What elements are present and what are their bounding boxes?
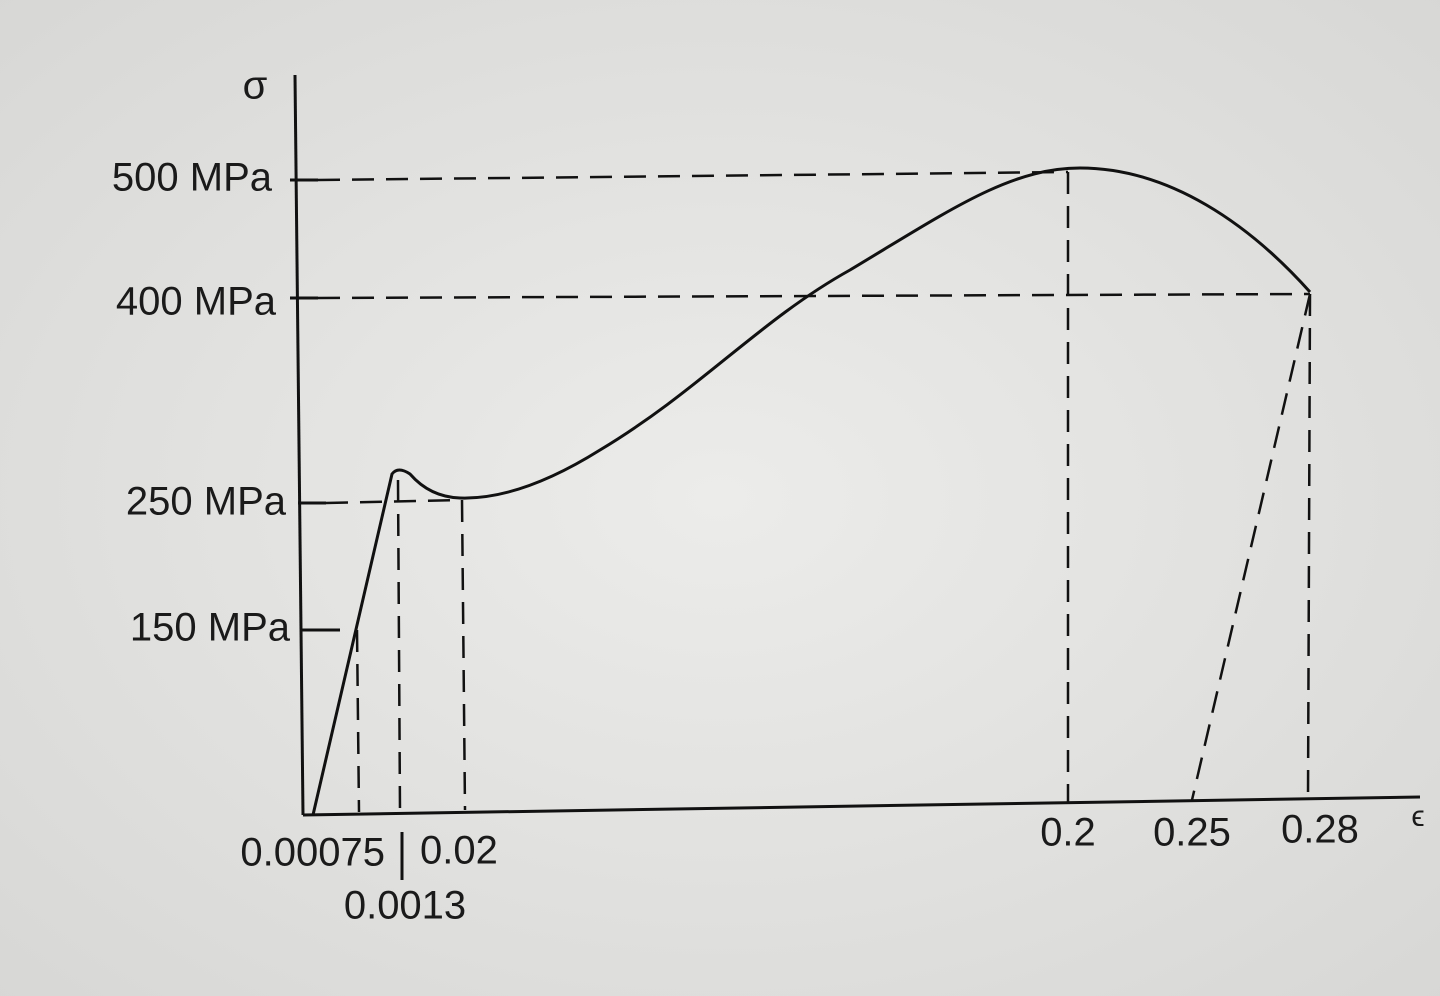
x-label: 0.02 (420, 829, 498, 873)
guide-line (325, 498, 461, 505)
y-label: 400 MPa (116, 280, 277, 324)
x-label: 0.00075 (240, 831, 385, 875)
unloading-line (1190, 293, 1312, 801)
x-label: 0.28 (1281, 808, 1359, 852)
y-label: 250 MPa (126, 480, 287, 524)
y-axis (293, 74, 305, 816)
x-label: 0.25 (1153, 811, 1231, 855)
x-axis-label: ϵ (1411, 800, 1424, 833)
y-axis-label: σ (243, 64, 268, 108)
y-label: 150 MPa (130, 606, 291, 650)
x-axis (302, 795, 1421, 817)
x-label: 0.0013 (344, 884, 466, 928)
guide-line (396, 479, 402, 813)
y-label: 500 MPa (112, 156, 273, 200)
guide-line (355, 629, 361, 813)
stress-strain-curve (311, 166, 1312, 816)
guide-line (317, 292, 1311, 300)
guide-line (1306, 293, 1312, 799)
guide-line (317, 170, 1069, 182)
guide-line (460, 499, 467, 811)
x-label: 0.2 (1040, 811, 1096, 855)
